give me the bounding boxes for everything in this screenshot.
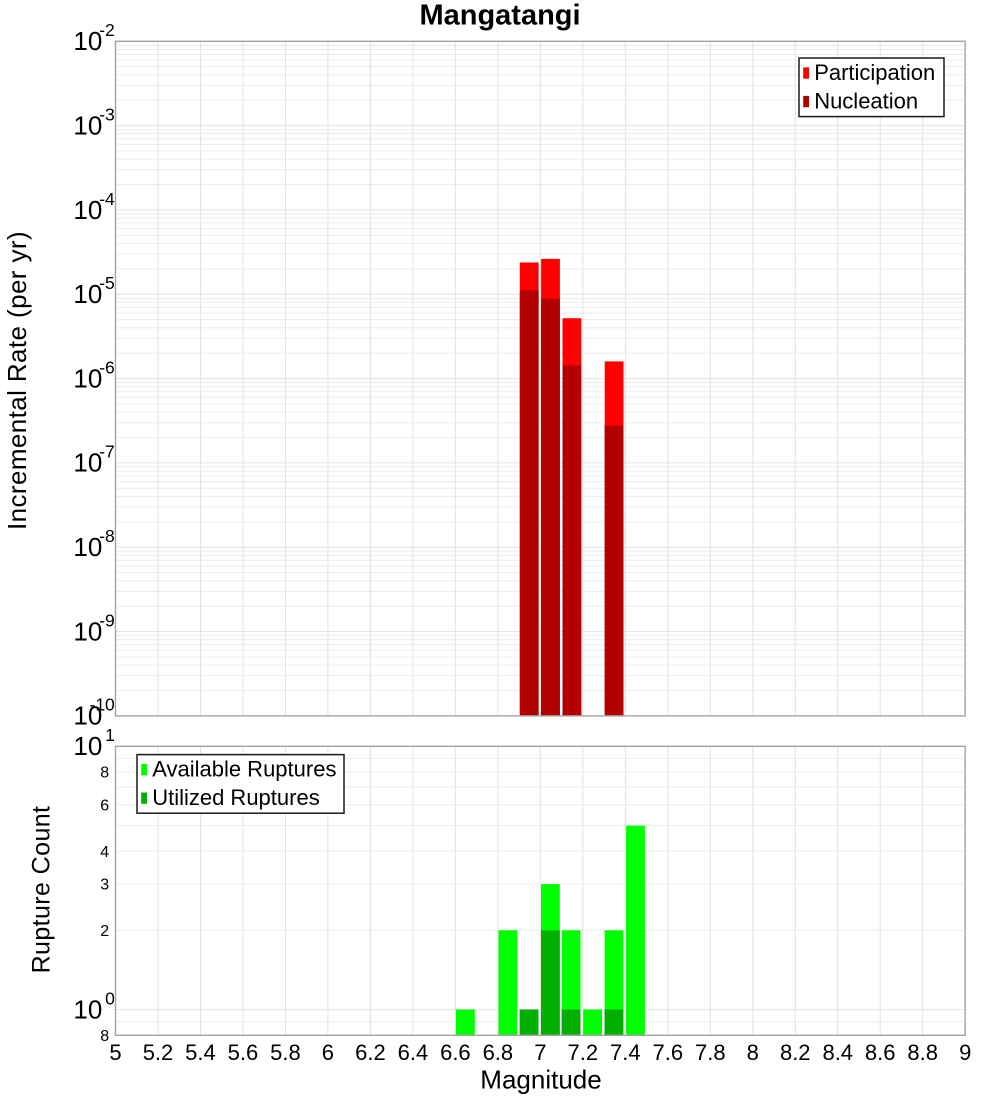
svg-text:-8: -8 <box>99 526 115 546</box>
svg-text:10: 10 <box>73 363 102 393</box>
svg-text:10: 10 <box>73 279 102 309</box>
svg-text:10: 10 <box>73 448 102 478</box>
svg-text:-3: -3 <box>99 104 115 124</box>
svg-text:9: 9 <box>959 1040 971 1065</box>
svg-text:10: 10 <box>73 994 102 1024</box>
svg-text:Available Ruptures: Available Ruptures <box>152 757 336 782</box>
svg-text:Magnitude: Magnitude <box>480 1065 601 1095</box>
svg-text:8.6: 8.6 <box>865 1040 896 1065</box>
svg-text:4: 4 <box>100 844 109 861</box>
svg-text:-10: -10 <box>90 695 116 715</box>
svg-text:-5: -5 <box>99 273 115 293</box>
svg-text:10: 10 <box>73 731 102 761</box>
svg-text:5.4: 5.4 <box>185 1040 216 1065</box>
svg-text:7.6: 7.6 <box>653 1040 684 1065</box>
svg-text:3: 3 <box>100 877 109 894</box>
svg-text:5.2: 5.2 <box>143 1040 174 1065</box>
svg-text:Nucleation: Nucleation <box>814 88 918 113</box>
svg-text:10: 10 <box>73 110 102 140</box>
svg-text:2: 2 <box>100 923 109 940</box>
svg-text:Mangatangi: Mangatangi <box>419 0 580 32</box>
svg-text:8: 8 <box>747 1040 759 1065</box>
svg-text:10: 10 <box>73 195 102 225</box>
svg-text:Incremental Rate (per yr): Incremental Rate (per yr) <box>2 231 32 530</box>
svg-text:-2: -2 <box>99 20 115 40</box>
svg-text:0: 0 <box>105 988 115 1008</box>
svg-text:1: 1 <box>105 725 115 745</box>
svg-text:5.8: 5.8 <box>270 1040 301 1065</box>
svg-text:6.2: 6.2 <box>355 1040 386 1065</box>
svg-text:Participation: Participation <box>814 60 935 85</box>
svg-text:6.6: 6.6 <box>440 1040 471 1065</box>
svg-text:10: 10 <box>73 616 102 646</box>
svg-text:10: 10 <box>73 26 102 56</box>
svg-text:10: 10 <box>73 532 102 562</box>
svg-text:8.4: 8.4 <box>822 1040 853 1065</box>
svg-text:Rupture Count: Rupture Count <box>28 806 56 974</box>
svg-text:7: 7 <box>534 1040 546 1065</box>
svg-text:6: 6 <box>322 1040 334 1065</box>
svg-text:6: 6 <box>100 797 109 814</box>
svg-text:-9: -9 <box>99 610 115 630</box>
svg-text:7.4: 7.4 <box>610 1040 641 1065</box>
svg-text:-7: -7 <box>99 442 115 462</box>
svg-text:7.2: 7.2 <box>568 1040 599 1065</box>
svg-text:7.8: 7.8 <box>695 1040 726 1065</box>
svg-text:8: 8 <box>100 1028 109 1045</box>
svg-text:8.2: 8.2 <box>780 1040 811 1065</box>
svg-text:10: 10 <box>73 701 102 731</box>
svg-text:-6: -6 <box>99 357 115 377</box>
svg-text:8: 8 <box>100 765 109 782</box>
svg-text:Utilized Ruptures: Utilized Ruptures <box>152 785 320 810</box>
svg-text:5.6: 5.6 <box>228 1040 259 1065</box>
svg-text:-4: -4 <box>99 189 115 209</box>
svg-text:8.8: 8.8 <box>907 1040 938 1065</box>
svg-text:6.4: 6.4 <box>398 1040 429 1065</box>
svg-text:5: 5 <box>109 1040 121 1065</box>
svg-text:6.8: 6.8 <box>483 1040 514 1065</box>
